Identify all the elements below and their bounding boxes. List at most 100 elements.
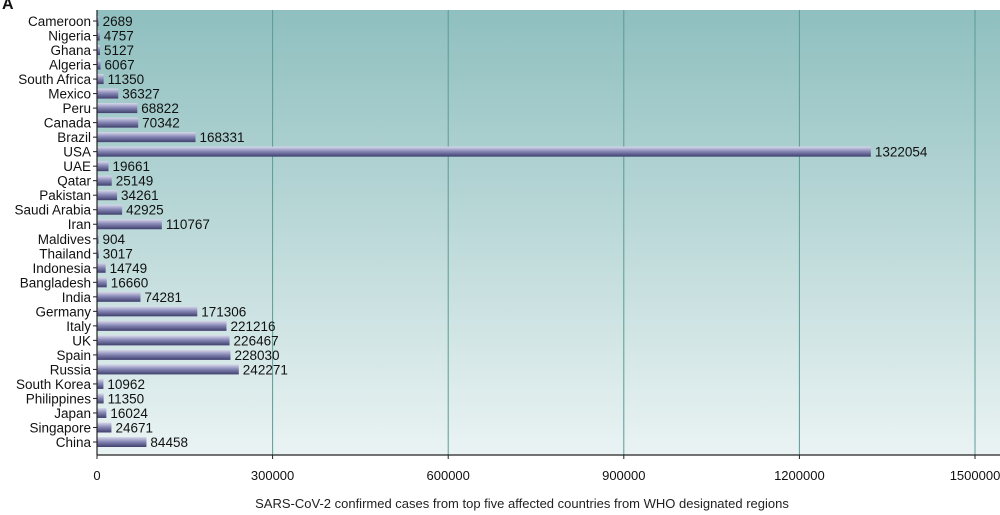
value-label: 1322054: [875, 145, 928, 160]
bar: [97, 306, 198, 317]
category-label: India: [62, 290, 92, 305]
value-label: 84458: [150, 435, 188, 450]
bar: [97, 175, 112, 186]
value-label: 16660: [111, 275, 149, 290]
category-label: Philippines: [26, 391, 92, 406]
category-label: Indonesia: [32, 261, 91, 276]
category-label: Nigeria: [48, 29, 91, 44]
bar: [97, 103, 138, 114]
value-label: 226467: [234, 333, 279, 348]
value-label: 221216: [230, 319, 275, 334]
category-label: USA: [63, 145, 91, 160]
value-label: 904: [103, 232, 126, 247]
bar: [97, 190, 118, 201]
value-label: 10962: [107, 377, 145, 392]
bar: [97, 59, 101, 70]
bar: [97, 233, 99, 244]
x-tick-label: 900000: [602, 468, 645, 483]
value-label: 4757: [104, 29, 134, 44]
bar: [97, 320, 227, 331]
category-label: Germany: [35, 304, 91, 319]
category-label: Pakistan: [39, 188, 91, 203]
value-label: 70342: [142, 116, 180, 131]
labels: Cameroon 2689 Nigeria 4757 Ghana 5127 Algeria 6…: [14, 14, 927, 450]
bar: [97, 262, 106, 273]
category-label: Spain: [56, 348, 91, 363]
bar: [97, 407, 107, 418]
x-tick-label: 300000: [251, 468, 294, 483]
bar: [97, 335, 230, 346]
value-label: 11350: [108, 391, 145, 406]
value-label: 19661: [113, 159, 151, 174]
category-label: South Africa: [18, 72, 91, 87]
category-label: South Korea: [16, 377, 92, 392]
x-tick-label: 0: [93, 468, 100, 483]
value-label: 34261: [121, 188, 159, 203]
x-tick-label: 600000: [427, 468, 470, 483]
value-label: 42925: [126, 203, 164, 218]
value-label: 11350: [108, 72, 145, 87]
category-label: Peru: [62, 101, 91, 116]
category-label: Mexico: [48, 87, 91, 102]
x-tick-label: 1200000: [774, 468, 825, 483]
value-label: 14749: [110, 261, 148, 276]
bar: [97, 30, 100, 41]
category-label: Russia: [50, 362, 92, 377]
bar: [97, 291, 141, 302]
value-label: 5127: [104, 43, 134, 58]
category-label: UAE: [63, 159, 91, 174]
x-tick-label: 1500000: [950, 468, 1000, 483]
bar: [97, 204, 123, 215]
bar: [97, 364, 239, 375]
panel-label: A: [2, 0, 14, 13]
category-label: Ghana: [50, 43, 91, 58]
value-label: 171306: [201, 304, 246, 319]
value-label: 68822: [141, 101, 179, 116]
bar: [97, 437, 147, 447]
value-label: 110767: [166, 217, 210, 232]
category-label: Bangladesh: [20, 275, 91, 290]
bar: [97, 161, 109, 172]
category-label: Saudi Arabia: [14, 203, 91, 218]
grid-lines: [272, 10, 976, 455]
bar: [97, 349, 231, 360]
value-label: 2689: [103, 14, 133, 29]
category-label: Algeria: [49, 58, 92, 73]
bars: [97, 16, 871, 447]
bar: [97, 88, 119, 99]
value-label: 6067: [105, 58, 135, 73]
category-label: Italy: [66, 319, 91, 334]
bar: [97, 393, 104, 404]
category-label: Qatar: [57, 174, 91, 189]
bar: [97, 248, 99, 259]
value-label: 168331: [200, 130, 245, 145]
bar: [97, 45, 101, 56]
category-label: Maldives: [38, 232, 92, 247]
value-label: 242271: [243, 362, 288, 377]
plot-area: [97, 10, 1000, 455]
x-axis-title: SARS-CoV-2 confirmed cases from top five…: [255, 496, 789, 511]
category-label: Brazil: [57, 130, 91, 145]
category-label: Singapore: [29, 420, 91, 435]
category-label: China: [56, 435, 92, 450]
category-label: Japan: [54, 406, 91, 421]
value-label: 74281: [144, 290, 182, 305]
bar: [97, 16, 99, 26]
bar: [97, 117, 139, 128]
value-label: 36327: [122, 87, 160, 102]
bar: [97, 132, 196, 143]
category-label: UK: [72, 333, 91, 348]
value-label: 24671: [115, 420, 153, 435]
category-label: Thailand: [39, 246, 91, 261]
value-label: 25149: [116, 174, 154, 189]
bar: [97, 219, 162, 230]
bar: [97, 378, 104, 389]
category-label: Canada: [44, 116, 92, 131]
value-label: 16024: [110, 406, 148, 421]
value-label: 3017: [103, 246, 133, 261]
bar: [97, 277, 107, 288]
category-label: Cameroon: [28, 14, 91, 29]
category-label: Iran: [68, 217, 91, 232]
bar: [97, 146, 871, 157]
